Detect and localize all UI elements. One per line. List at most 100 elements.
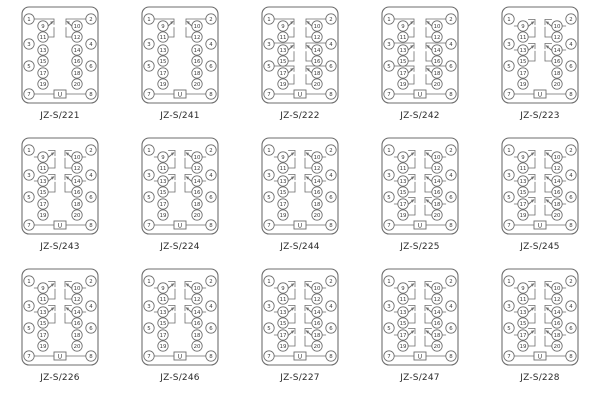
contact-group-left-2 xyxy=(273,305,296,324)
pin-3: 3 xyxy=(263,300,275,312)
pin-label: 15 xyxy=(40,59,47,65)
pin-1: 1 xyxy=(23,144,35,156)
pin-14: 14 xyxy=(311,175,323,187)
pin-label: 12 xyxy=(554,166,561,172)
socket-outline xyxy=(141,268,219,366)
pin-13: 13 xyxy=(37,306,49,318)
pin-3: 3 xyxy=(143,38,155,50)
pin-label: 3 xyxy=(27,304,30,310)
pin-14: 14 xyxy=(431,175,443,187)
pin-label: 16 xyxy=(194,59,201,65)
pin-label: 6 xyxy=(209,64,213,70)
pin-4: 4 xyxy=(85,300,97,312)
pin-label: 1 xyxy=(147,148,150,154)
pin-label: 9 xyxy=(161,286,165,292)
pin-label: 10 xyxy=(74,286,81,292)
pin-17: 17 xyxy=(517,329,529,341)
pin-label: 2 xyxy=(329,17,332,23)
pin-18: 18 xyxy=(551,329,563,341)
contact-group-right-3 xyxy=(424,197,447,216)
diagram-caption: JZ-S/221 xyxy=(40,111,80,121)
socket-outline xyxy=(501,6,579,104)
socket-outline xyxy=(501,137,579,235)
pin-label: 4 xyxy=(329,173,333,179)
pin-label: 13 xyxy=(160,48,167,54)
pin-label: 3 xyxy=(387,304,390,310)
pin-2: 2 xyxy=(325,144,337,156)
pin-8: 8 xyxy=(205,88,217,100)
pin-4: 4 xyxy=(205,169,217,181)
diagram-caption: JZ-S/227 xyxy=(280,373,320,383)
pin-10: 10 xyxy=(551,151,563,163)
pin-label: 12 xyxy=(194,297,201,303)
pin-label: 2 xyxy=(89,148,92,154)
pin-label: 8 xyxy=(89,92,93,98)
contact-group-left-1 xyxy=(393,281,416,300)
pin-19: 19 xyxy=(277,78,289,90)
pin-label: 6 xyxy=(329,195,333,201)
contact-group-left-1 xyxy=(153,18,175,38)
pin-5: 5 xyxy=(143,322,155,334)
pin-10: 10 xyxy=(191,282,203,294)
coil-group: U xyxy=(154,89,206,99)
pin-label: 20 xyxy=(554,82,561,88)
contact-group-left-2 xyxy=(393,174,416,193)
pin-2: 2 xyxy=(85,144,97,156)
pin-2: 2 xyxy=(325,13,337,25)
pin-9: 9 xyxy=(517,151,529,163)
pin-label: 13 xyxy=(160,310,167,316)
diagram-caption: JZ-S/245 xyxy=(520,242,560,252)
pin-19: 19 xyxy=(517,78,529,90)
pin-label: 18 xyxy=(434,71,441,77)
pin-label: 1 xyxy=(27,279,30,285)
pin-12: 12 xyxy=(311,293,323,305)
pin-label: 5 xyxy=(507,195,510,201)
pin-label: 3 xyxy=(27,42,30,48)
socket-outline xyxy=(381,6,459,104)
pin-label: 7 xyxy=(387,92,390,98)
pin-label: 3 xyxy=(267,42,270,48)
pin-7: 7 xyxy=(263,88,275,100)
pin-label: 19 xyxy=(40,213,47,219)
pin-label: 11 xyxy=(400,297,407,303)
pin-label: 9 xyxy=(281,155,285,161)
pin-label: 2 xyxy=(329,279,332,285)
coil-label: U xyxy=(418,222,422,229)
pin-label: 9 xyxy=(281,286,285,292)
coil-box xyxy=(293,220,307,230)
pin-8: 8 xyxy=(565,350,577,362)
pin-label: 5 xyxy=(267,195,270,201)
pin-label: 2 xyxy=(89,279,92,285)
pin-4: 4 xyxy=(205,300,217,312)
pin-label: 15 xyxy=(280,190,287,196)
pin-3: 3 xyxy=(23,38,35,50)
pin-8: 8 xyxy=(85,350,97,362)
diagram-caption: JZ-S/228 xyxy=(520,373,560,383)
pin-8: 8 xyxy=(85,88,97,100)
pin-15: 15 xyxy=(517,55,529,67)
contact-group-right-1 xyxy=(424,281,447,300)
diagram-cell: U 1 2 3 4 5 6 7 8 9 10 11 12 13 14 15 16 17 18 19 20 JZ-S/245 xyxy=(480,135,600,266)
pin-label: 14 xyxy=(554,48,561,54)
pin-label: 18 xyxy=(74,202,81,208)
coil-label: U xyxy=(418,91,422,98)
pin-label: 14 xyxy=(74,179,81,185)
pin-4: 4 xyxy=(565,169,577,181)
pin-label: 19 xyxy=(400,213,407,219)
pin-label: 11 xyxy=(280,297,287,303)
pin-6: 6 xyxy=(565,322,577,334)
coil-label: U xyxy=(418,353,422,360)
pin-16: 16 xyxy=(71,186,83,198)
pin-label: 10 xyxy=(74,155,81,161)
diagram-caption: JZ-S/247 xyxy=(400,373,440,383)
pin-label: 2 xyxy=(449,279,452,285)
pin-label: 19 xyxy=(160,344,167,350)
pin-11: 11 xyxy=(277,162,289,174)
pin-label: 9 xyxy=(41,24,45,30)
contact-group-left-2 xyxy=(273,174,296,193)
pin-label: 11 xyxy=(160,166,167,172)
